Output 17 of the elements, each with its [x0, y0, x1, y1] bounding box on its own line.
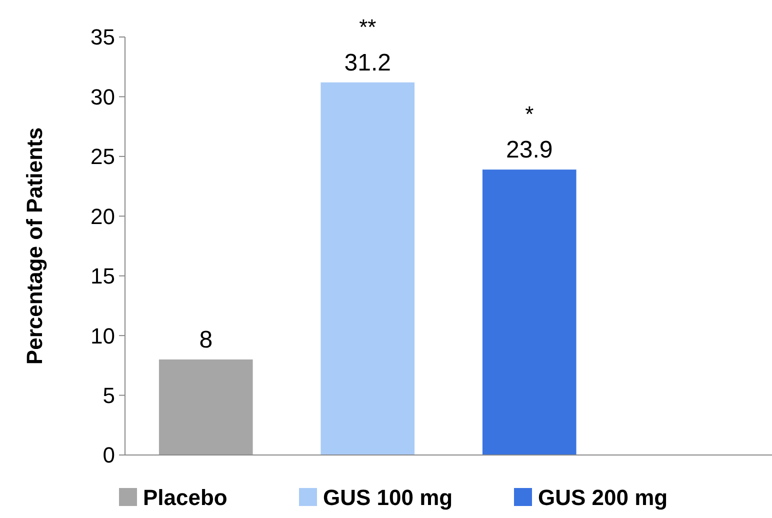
data-label: 31.2	[344, 49, 391, 76]
legend-label: GUS 200 mg	[538, 485, 668, 510]
y-tick-label: 10	[90, 323, 115, 348]
legend-label: GUS 100 mg	[323, 485, 453, 510]
annotation: *	[525, 102, 534, 127]
y-tick-label: 0	[102, 442, 115, 468]
y-tick-label: 5	[102, 382, 115, 408]
y-axis-title: Percentage of Patients	[22, 127, 47, 365]
annotation: **	[359, 14, 377, 40]
y-tick-label: 25	[90, 144, 115, 170]
data-label: 8	[199, 326, 213, 354]
data-label: 23.9	[506, 136, 553, 164]
legend-label: Placebo	[143, 485, 228, 510]
y-tick-label: 35	[90, 24, 115, 50]
y-tick-label: 15	[90, 264, 115, 289]
y-tick-label: 30	[90, 84, 115, 110]
y-tick-label: 20	[90, 204, 115, 229]
